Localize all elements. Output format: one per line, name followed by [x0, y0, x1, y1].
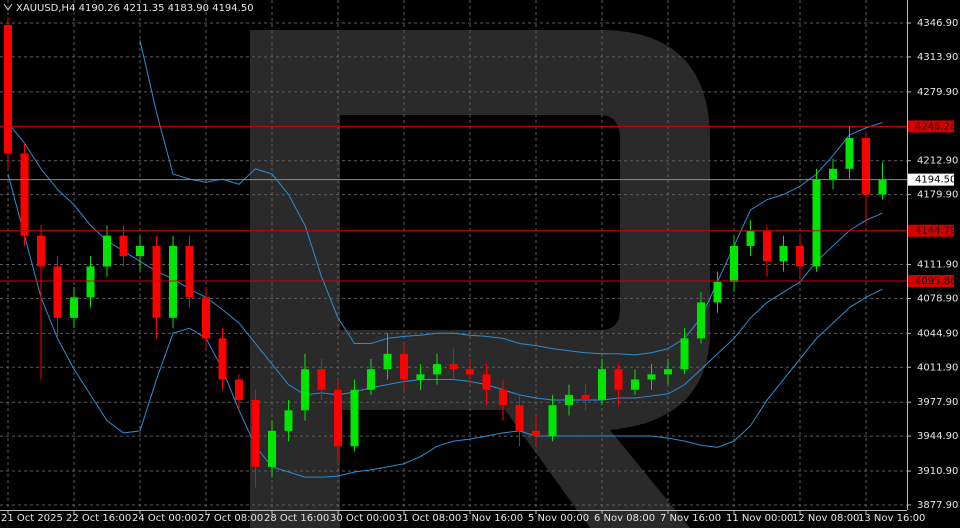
candle-body	[53, 266, 62, 318]
x-tick-label: 30 Oct 00:00	[330, 513, 395, 524]
candle-body	[647, 374, 656, 380]
price-level-label: 4246.26	[915, 121, 956, 132]
candle-body	[796, 245, 804, 267]
candle-body	[119, 235, 128, 257]
candle-body	[713, 281, 722, 303]
candle-body	[614, 369, 623, 390]
candle-body	[581, 394, 590, 401]
candle-body	[532, 430, 540, 437]
current-price-label: 4194.50	[915, 175, 956, 186]
price-level-box	[908, 120, 954, 133]
candle-body	[746, 230, 755, 246]
price-level-label: 4144.79	[915, 226, 956, 237]
candle-body	[383, 353, 392, 370]
x-tick-label: 7 Nov 16:00	[660, 513, 721, 524]
candle-body	[37, 235, 45, 267]
candle-body	[317, 369, 326, 390]
candle-body	[499, 389, 507, 406]
price-level-box	[908, 224, 954, 237]
candle-body	[70, 297, 78, 318]
candle-body	[251, 400, 260, 467]
candle-body	[466, 369, 474, 375]
y-tick-label: 3977.90	[917, 397, 958, 408]
candle-body	[202, 297, 210, 339]
candle-body	[416, 374, 425, 380]
grid	[0, 0, 907, 510]
y-tick-label: 4313.90	[917, 52, 958, 63]
x-tick-label: 21 Oct 2025	[1, 513, 63, 524]
x-tick-label: 12 Nov 08:00	[792, 513, 859, 524]
x-tick-label: 24 Oct 00:00	[132, 513, 197, 524]
candle-body	[169, 245, 177, 318]
candle-body	[565, 394, 573, 406]
y-tick-label: 4044.90	[917, 328, 958, 339]
candle-body	[4, 24, 12, 154]
candle-body	[482, 374, 491, 390]
candle-body	[185, 245, 194, 298]
y-tick-label: 3944.90	[917, 431, 958, 442]
candle-body	[829, 168, 837, 180]
candle-body	[218, 338, 227, 380]
x-tick-label: 11 Nov 00:00	[726, 513, 793, 524]
y-tick-label: 4346.90	[917, 18, 958, 29]
x-tick-label: 3 Nov 16:00	[462, 513, 523, 524]
x-tick-label: 27 Oct 08:00	[198, 513, 263, 524]
candle-body	[400, 353, 408, 380]
x-tick-label: 31 Oct 08:00	[396, 513, 461, 524]
y-tick-label: 4078.90	[917, 293, 958, 304]
band-line	[139, 40, 883, 356]
candle-body	[350, 389, 359, 447]
candle-body	[367, 369, 375, 390]
x-tick-label: 13 Nov 16:00	[858, 513, 925, 524]
candle-body	[235, 379, 243, 401]
candle-body	[664, 369, 672, 375]
candle-body	[631, 379, 639, 390]
x-tick-label: 28 Oct 16:00	[264, 513, 329, 524]
y-tick-label: 4279.90	[917, 87, 958, 98]
candle-body	[515, 405, 524, 431]
candle-body	[697, 302, 705, 339]
candle-body	[86, 266, 95, 298]
y-tick-label: 4011.90	[917, 362, 958, 373]
candle-body	[334, 389, 342, 447]
marks	[0, 17, 907, 488]
candle-body	[20, 153, 29, 236]
candle-body	[845, 138, 854, 169]
candle-body	[449, 364, 458, 370]
candle-body	[812, 179, 821, 267]
current-price-box	[908, 173, 954, 186]
axis: 4346.90 4313.90 4279.90 4212.90 4179.90 4111.…	[1, 18, 958, 524]
x-tick-label: 5 Nov 00:00	[528, 513, 589, 524]
candle-body	[103, 235, 111, 267]
candle-body	[763, 230, 771, 262]
band-line	[7, 173, 883, 478]
x-tick-label: 6 Nov 08:00	[594, 513, 655, 524]
y-tick-label: 3910.90	[917, 466, 958, 477]
y-tick-label: 4111.90	[917, 260, 958, 271]
candle-body	[284, 410, 293, 431]
candle-body	[548, 405, 557, 437]
y-tick-label: 4212.90	[917, 156, 958, 167]
candle-body	[878, 179, 887, 195]
price-level-label: 4095.86	[915, 276, 956, 287]
candle-body	[730, 245, 738, 282]
price-level-box	[908, 274, 954, 287]
y-tick-label: 3877.90	[917, 500, 958, 511]
candle-body	[862, 138, 870, 195]
candle-body	[268, 430, 276, 467]
candle-body	[136, 245, 144, 257]
candle-body	[301, 369, 309, 411]
x-tick-label: 22 Oct 16:00	[66, 513, 131, 524]
watermark-logo	[250, 30, 710, 528]
candle-body	[152, 245, 161, 318]
candle-body	[680, 338, 689, 370]
y-tick-label: 4179.90	[917, 190, 958, 201]
chart-title: XAUUSD,H4 4190.26 4211.35 4183.90 4194.5…	[16, 3, 254, 14]
symbol-icon	[3, 3, 13, 11]
candle-body	[779, 245, 788, 262]
candle-body	[598, 369, 606, 401]
candle-body	[433, 364, 441, 375]
